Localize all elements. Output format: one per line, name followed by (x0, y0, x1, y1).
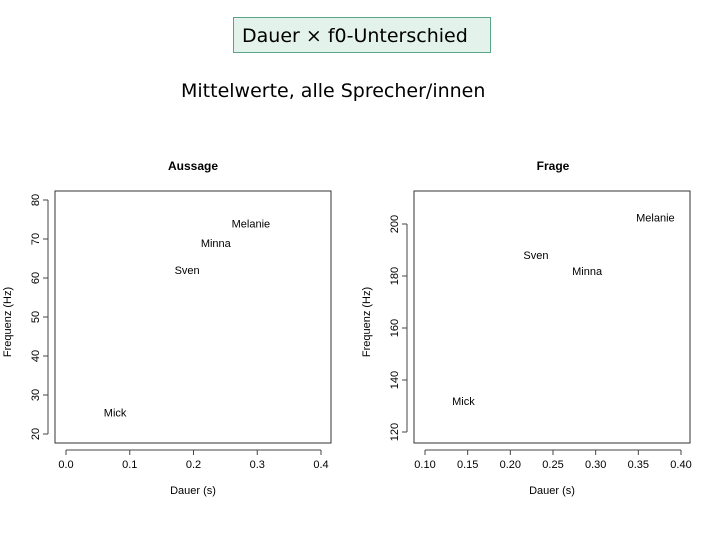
y-tick-label: 30 (30, 389, 42, 401)
y-tick-label: 70 (30, 233, 42, 245)
data-point-label: Mick (452, 396, 475, 408)
x-tick-label: 0.2 (186, 459, 201, 471)
y-tick-label: 40 (30, 350, 42, 362)
x-tick-label: 0.25 (542, 459, 563, 471)
y-tick-label: 60 (30, 272, 42, 284)
slide-title: Dauer × f0-Unterschied (233, 17, 491, 53)
chart-title: Aussage (168, 159, 218, 173)
data-point-label: Sven (175, 265, 200, 277)
data-point-label: Minna (201, 238, 232, 250)
x-tick-label: 0.20 (500, 459, 521, 471)
x-tick-label: 0.15 (457, 459, 478, 471)
plot-frame (413, 190, 691, 444)
y-tick-label: 200 (389, 215, 401, 233)
plot-frame (54, 190, 332, 444)
x-axis-label: Dauer (s) (529, 485, 575, 497)
chart-title: Frage (537, 159, 570, 173)
x-tick-label: 0.1 (122, 459, 137, 471)
x-tick-label: 0.3 (250, 459, 265, 471)
y-tick-label: 50 (30, 311, 42, 323)
y-axis-label: Frequenz (Hz) (2, 287, 14, 357)
x-axis-label: Dauer (s) (170, 485, 216, 497)
y-tick-label: 160 (389, 319, 401, 337)
slide-subtitle: Mittelwerte, alle Sprecher/innen (181, 80, 486, 102)
y-axis-label: Frequenz (Hz) (361, 287, 373, 357)
data-point-label: Melanie (636, 213, 675, 225)
y-tick-label: 80 (30, 194, 42, 206)
data-point-label: Mick (104, 408, 127, 420)
x-tick-label: 0.40 (670, 459, 691, 471)
x-tick-label: 0.35 (628, 459, 649, 471)
data-point-label: Melanie (232, 218, 271, 230)
y-tick-label: 20 (30, 428, 42, 440)
x-tick-label: 0.0 (58, 459, 73, 471)
y-tick-label: 180 (389, 267, 401, 285)
x-tick-label: 0.10 (414, 459, 435, 471)
y-tick-label: 140 (389, 371, 401, 389)
y-tick-label: 120 (389, 423, 401, 441)
x-tick-label: 0.4 (313, 459, 328, 471)
x-tick-label: 0.30 (585, 459, 606, 471)
data-point-label: Minna (572, 266, 603, 278)
data-point-label: Sven (523, 250, 548, 262)
